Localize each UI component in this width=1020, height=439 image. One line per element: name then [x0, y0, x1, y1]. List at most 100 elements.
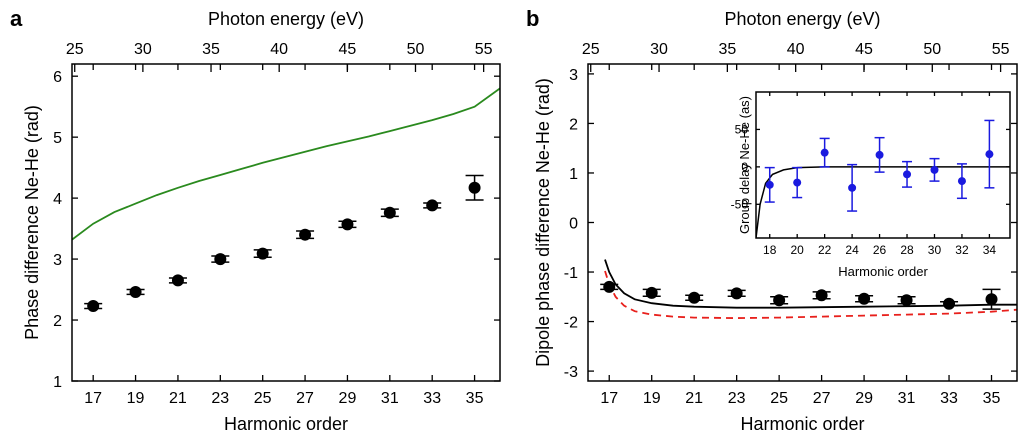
chart-2-data-point-4 — [875, 150, 884, 159]
chart-0-data-point-0 — [87, 300, 100, 313]
chart-0-y-tick-label-2: 3 — [53, 252, 62, 269]
chart-2-x-tick-label-1: 20 — [791, 243, 805, 257]
chart-1-x2-tick-label-6: 55 — [992, 41, 1010, 58]
chart-0-y-axis-title: Phase difference Ne-He (rad) — [22, 105, 42, 340]
chart-0-plot-frame — [71, 63, 501, 382]
panel-b-label: b — [526, 6, 539, 31]
chart-0-data-point-6 — [341, 218, 354, 231]
chart-0-data-point-7 — [383, 206, 396, 219]
chart-1-x-tick-label-4: 25 — [770, 390, 788, 407]
chart-1-x-axis-title: Harmonic order — [740, 414, 864, 434]
chart-1-y-tick-label-3: 0 — [569, 216, 578, 233]
chart-0-y-tick-label-1: 2 — [53, 313, 62, 330]
chart-1-y-tick-label-4: 1 — [569, 166, 578, 183]
chart-1-x-tick-label-7: 31 — [898, 390, 916, 407]
chart-0-series-1-line — [72, 87, 500, 241]
chart-1-data-point-2 — [688, 291, 701, 304]
chart-0-y-tick-label-3: 4 — [53, 191, 62, 208]
chart-0-y-tick-label-5: 6 — [53, 69, 62, 86]
chart-2-x-tick-label-7: 32 — [955, 243, 969, 257]
chart-1-data-point-9 — [985, 293, 998, 306]
chart-1-y-axis-title: Dipole phase difference Ne-He (rad) — [533, 78, 553, 367]
chart-2-x-tick-label-3: 24 — [845, 243, 859, 257]
chart-2-x-tick-label-5: 28 — [900, 243, 914, 257]
chart-0-x2-tick-label-3: 40 — [270, 41, 288, 58]
chart-2-y-tick-label-0: -50 — [731, 197, 749, 211]
chart-1-x-tick-label-0: 17 — [600, 390, 618, 407]
chart-0-y-tick-label-4: 5 — [53, 130, 62, 147]
chart-1-data-point-6 — [858, 292, 871, 305]
chart-2-y-axis-title: Group delay Ne-He (as) — [737, 96, 752, 234]
chart-0-x-tick-label-9: 35 — [466, 390, 484, 407]
chart-0-x-tick-label-8: 33 — [423, 390, 441, 407]
chart-1-data-point-7 — [900, 294, 913, 307]
chart-2-data-point-1 — [793, 178, 802, 187]
chart-1-y-tick-label-2: -1 — [564, 265, 578, 282]
chart-1-series-2-line — [604, 270, 1017, 320]
chart-0-x-tick-label-5: 27 — [296, 390, 314, 407]
chart-0-series-group — [72, 87, 500, 241]
chart-2-data-point-5 — [903, 170, 912, 179]
chart-2-data-point-3 — [848, 183, 857, 192]
chart-0-x-axis-title: Harmonic order — [224, 414, 348, 434]
chart-0-x2-tick-label-4: 45 — [338, 41, 356, 58]
panel-a-label: a — [10, 6, 23, 31]
chart-0-x2-tick-label-0: 25 — [66, 41, 84, 58]
chart-2-data-point-2 — [820, 148, 829, 157]
chart-0-x2-axis-title: Photon energy (eV) — [208, 9, 364, 29]
chart-2-x-tick-label-0: 18 — [763, 243, 777, 257]
chart-0-x-tick-label-1: 19 — [127, 390, 145, 407]
chart-1-data-point-1 — [645, 286, 658, 299]
chart-0-data-point-5 — [299, 228, 312, 241]
chart-1-x-tick-label-5: 27 — [813, 390, 831, 407]
chart-0-data-point-4 — [256, 247, 269, 260]
chart-0-y-tick-label-0: 1 — [53, 374, 62, 391]
chart-2-x-tick-label-4: 26 — [873, 243, 887, 257]
chart-2-inset-background — [756, 92, 1010, 238]
chart-2-y-tick-label-1: 0 — [741, 160, 748, 174]
chart-0-data-point-3 — [214, 253, 227, 266]
chart-1-series-1-line — [604, 259, 1017, 309]
chart-1-x2-tick-label-2: 35 — [718, 41, 736, 58]
chart-1-x-tick-label-6: 29 — [855, 390, 873, 407]
chart-2-x-tick-label-6: 30 — [928, 243, 942, 257]
chart-2-data-point-8 — [985, 150, 994, 159]
chart-0-x-tick-label-6: 29 — [339, 390, 357, 407]
chart-1-y-tick-label-6: 3 — [569, 67, 578, 84]
chart-0-data-point-2 — [171, 274, 184, 287]
panel-b-inset-chart: 18 20 22 24 26 28 30 32 34 -50 0 50 Harmonic order Gr… — [731, 91, 1011, 279]
chart-1-x2-tick-label-5: 50 — [923, 41, 941, 58]
chart-1-data-point-0 — [603, 280, 616, 293]
chart-1-data-point-4 — [773, 294, 786, 307]
chart-2-x-tick-label-2: 22 — [818, 243, 832, 257]
chart-0-x2-tick-label-1: 30 — [134, 41, 152, 58]
chart-2-data-point-6 — [930, 165, 939, 174]
chart-0-data-point-8 — [426, 199, 439, 212]
chart-1-x2-tick-label-4: 45 — [855, 41, 873, 58]
chart-0-x-tick-label-4: 25 — [254, 390, 272, 407]
chart-1-data-point-5 — [815, 289, 828, 302]
chart-0-x-tick-label-7: 31 — [381, 390, 399, 407]
chart-1-data-point-3 — [730, 287, 743, 300]
chart-1-x2-tick-label-3: 40 — [787, 41, 805, 58]
chart-1-x2-tick-label-1: 30 — [650, 41, 668, 58]
chart-2-x-axis-title: Harmonic order — [838, 264, 928, 279]
chart-0-x-tick-label-3: 23 — [211, 390, 229, 407]
chart-2-data-point-0 — [765, 180, 774, 189]
chart-1-x2-axis-title: Photon energy (eV) — [724, 9, 880, 29]
chart-0-x2-tick-label-2: 35 — [202, 41, 220, 58]
chart-0-x-tick-label-2: 21 — [169, 390, 187, 407]
chart-2-data-point-7 — [957, 177, 966, 186]
chart-1-y-tick-label-5: 2 — [569, 116, 578, 133]
chart-0-x-tick-label-0: 17 — [84, 390, 102, 407]
chart-0-x2-tick-label-5: 50 — [407, 41, 425, 58]
chart-1-x2-tick-label-0: 25 — [582, 41, 600, 58]
chart-0-data-point-9 — [468, 181, 481, 194]
chart-2-x-tick-label-8: 34 — [983, 243, 997, 257]
chart-2-plot-frame — [755, 91, 1011, 239]
chart-1-y-tick-label-0: -3 — [564, 364, 578, 381]
chart-0-data-point-1 — [129, 285, 142, 298]
chart-1-x-tick-label-8: 33 — [940, 390, 958, 407]
